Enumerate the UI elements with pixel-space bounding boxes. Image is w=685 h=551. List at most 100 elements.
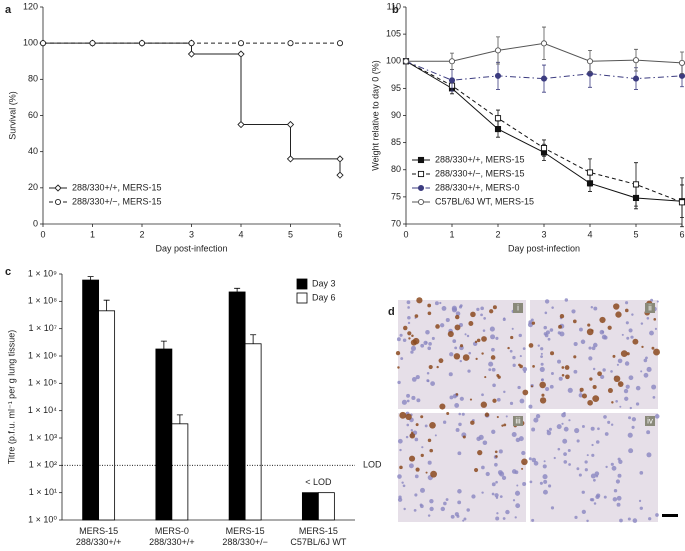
nucleus: [499, 495, 503, 499]
stain: [481, 352, 484, 355]
nucleus: [407, 321, 411, 325]
error-bar: [160, 340, 167, 350]
nucleus: [492, 383, 496, 388]
nucleus: [397, 438, 403, 444]
nucleus: [454, 346, 458, 350]
nucleus: [563, 411, 566, 415]
nucleus: [605, 465, 608, 469]
nucleus: [509, 349, 513, 353]
nucleus: [505, 509, 510, 515]
stain: [579, 387, 584, 392]
stain: [561, 373, 565, 377]
nucleus: [466, 334, 470, 338]
nucleus: [595, 494, 600, 500]
subpanel-tag: [513, 303, 523, 313]
stain: [399, 411, 407, 419]
legend-marker: [417, 156, 425, 164]
nucleus: [483, 317, 486, 320]
x-tick-label-line: MERS-15: [79, 526, 118, 536]
nucleus: [631, 313, 634, 316]
bar: [244, 343, 262, 521]
nucleus: [458, 412, 461, 416]
nucleus: [646, 430, 651, 435]
bar: [171, 423, 189, 521]
legend-label: Day 6: [312, 292, 336, 302]
nucleus: [618, 459, 623, 464]
nucleus: [448, 372, 453, 377]
bar: [301, 492, 319, 521]
nucleus: [495, 516, 500, 521]
nucleus: [592, 342, 598, 348]
nucleus: [399, 333, 403, 337]
nucleus: [420, 504, 424, 509]
panel-letter: c: [5, 266, 11, 278]
nucleus: [467, 369, 471, 373]
y-tick-label: 1 × 10⁶: [28, 350, 57, 360]
nucleus: [567, 449, 571, 452]
nucleus: [564, 298, 569, 302]
nucleus: [482, 329, 486, 332]
nucleus: [631, 425, 635, 429]
nucleus: [542, 489, 548, 495]
stain: [592, 395, 600, 403]
stain: [492, 398, 497, 403]
stain: [427, 438, 432, 443]
nucleus: [501, 475, 507, 481]
nucleus: [455, 311, 461, 316]
nucleus: [480, 313, 483, 317]
legend-marker: [417, 198, 425, 206]
nucleus: [430, 381, 435, 386]
bar: [317, 492, 335, 521]
data-point: [336, 171, 344, 179]
y-tick-label: 110: [387, 1, 401, 11]
nucleus: [427, 460, 432, 465]
stain: [415, 467, 420, 472]
nucleus: [425, 330, 430, 335]
nucleus: [440, 506, 445, 512]
subpanel-label: iv: [647, 417, 653, 426]
x-tick-label: 0: [403, 229, 408, 239]
nucleus: [439, 301, 442, 305]
nucleus: [414, 474, 419, 479]
legend-label: 288/330+/−, MERS-15: [72, 196, 162, 206]
stain: [405, 413, 412, 421]
y-tick-label: 20: [28, 182, 38, 192]
nucleus: [628, 328, 633, 333]
nucleus: [615, 400, 618, 403]
nucleus: [457, 500, 462, 505]
x-tick-label: MERS-15 C57BL/6J WT: [290, 526, 347, 547]
nucleus: [574, 515, 578, 519]
nucleus: [586, 519, 589, 523]
nucleus: [545, 386, 550, 392]
nucleus: [462, 519, 465, 522]
nucleus: [619, 518, 623, 523]
nucleus: [485, 471, 490, 477]
nucleus: [539, 481, 543, 485]
x-tick-label-line: 288/330+/−: [222, 537, 268, 547]
stain: [503, 423, 507, 427]
nucleus: [452, 394, 457, 399]
nucleus: [616, 502, 621, 507]
nucleus: [602, 368, 606, 372]
stain: [528, 343, 534, 348]
nucleus: [471, 494, 476, 499]
legend-marker: [54, 184, 62, 192]
nucleus: [593, 306, 598, 311]
nucleus: [429, 498, 434, 504]
stain: [490, 355, 496, 360]
nucleus: [528, 404, 533, 409]
nucleus: [591, 443, 594, 447]
nucleus: [397, 497, 403, 502]
nucleus: [584, 460, 588, 464]
nucleus: [497, 470, 503, 475]
stain: [589, 377, 593, 381]
nucleus: [627, 517, 631, 521]
nucleus: [543, 325, 548, 330]
nucleus: [646, 366, 652, 373]
nucleus: [415, 374, 420, 380]
nucleus: [584, 468, 588, 472]
nucleus: [533, 417, 539, 423]
stain: [476, 338, 481, 343]
data-point: [237, 120, 245, 129]
